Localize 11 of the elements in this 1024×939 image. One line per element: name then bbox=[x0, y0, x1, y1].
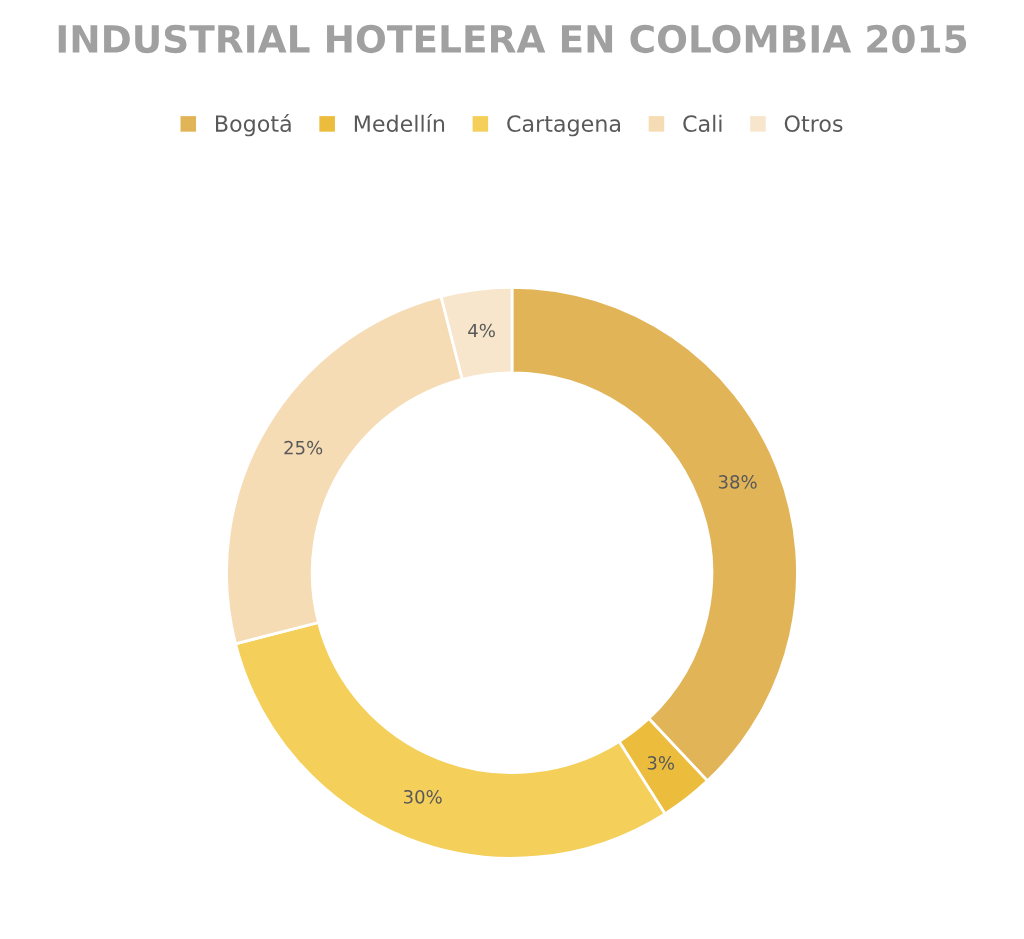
data-label: 3% bbox=[647, 756, 675, 770]
chart-title: INDUSTRIAL HOTELERA EN COLOMBIA 2015 bbox=[58, 24, 967, 54]
legend-label: Cali bbox=[683, 114, 722, 132]
data-label: 38% bbox=[718, 475, 757, 489]
legend-label: Medellín bbox=[354, 113, 445, 132]
legend-label: Cartagena bbox=[507, 115, 620, 137]
legend-label: Bogotá bbox=[216, 113, 291, 137]
data-label: 25% bbox=[284, 440, 323, 455]
legend-label: Otros bbox=[784, 115, 843, 132]
data-label: 4% bbox=[468, 323, 495, 338]
data-label: 30% bbox=[403, 789, 442, 804]
